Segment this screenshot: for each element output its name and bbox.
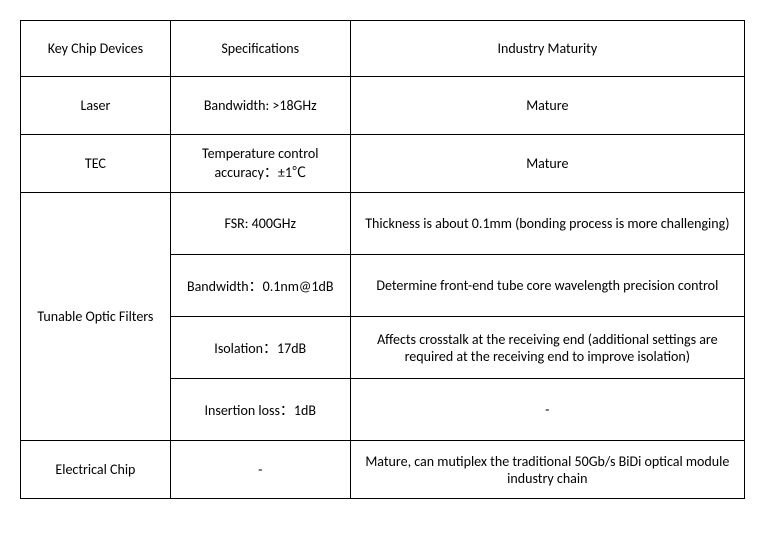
table-header-row: Key Chip Devices Specifications Industry…: [21, 21, 745, 77]
cell-maturity: Mature: [350, 135, 744, 193]
cell-spec: Temperature control accuracy：±1℃: [170, 135, 350, 193]
cell-spec: Bandwidth：0.1nm@1dB: [170, 255, 350, 317]
cell-device: TEC: [21, 135, 171, 193]
table-row: TEC Temperature control accuracy：±1℃ Mat…: [21, 135, 745, 193]
col-header-maturity: Industry Maturity: [350, 21, 744, 77]
cell-maturity: -: [350, 379, 744, 441]
cell-device: Tunable Optic Filters: [21, 193, 171, 441]
table-row: Electrical Chip - Mature, can mutiplex t…: [21, 441, 745, 499]
cell-device: Laser: [21, 77, 171, 135]
cell-maturity: Mature: [350, 77, 744, 135]
col-header-spec: Specifications: [170, 21, 350, 77]
table-row: Tunable Optic Filters FSR: 400GHz Thickn…: [21, 193, 745, 255]
cell-spec: Isolation：17dB: [170, 317, 350, 379]
cell-maturity: Determine front-end tube core wavelength…: [350, 255, 744, 317]
cell-spec: Bandwidth: >18GHz: [170, 77, 350, 135]
cell-maturity: Affects crosstalk at the receiving end (…: [350, 317, 744, 379]
col-header-device: Key Chip Devices: [21, 21, 171, 77]
cell-maturity: Thickness is about 0.1mm (bonding proces…: [350, 193, 744, 255]
cell-maturity: Mature, can mutiplex the traditional 50G…: [350, 441, 744, 499]
chip-devices-table: Key Chip Devices Specifications Industry…: [20, 20, 745, 499]
cell-spec: FSR: 400GHz: [170, 193, 350, 255]
cell-spec: Insertion loss：1dB: [170, 379, 350, 441]
cell-spec: -: [170, 441, 350, 499]
cell-device: Electrical Chip: [21, 441, 171, 499]
table-row: Laser Bandwidth: >18GHz Mature: [21, 77, 745, 135]
